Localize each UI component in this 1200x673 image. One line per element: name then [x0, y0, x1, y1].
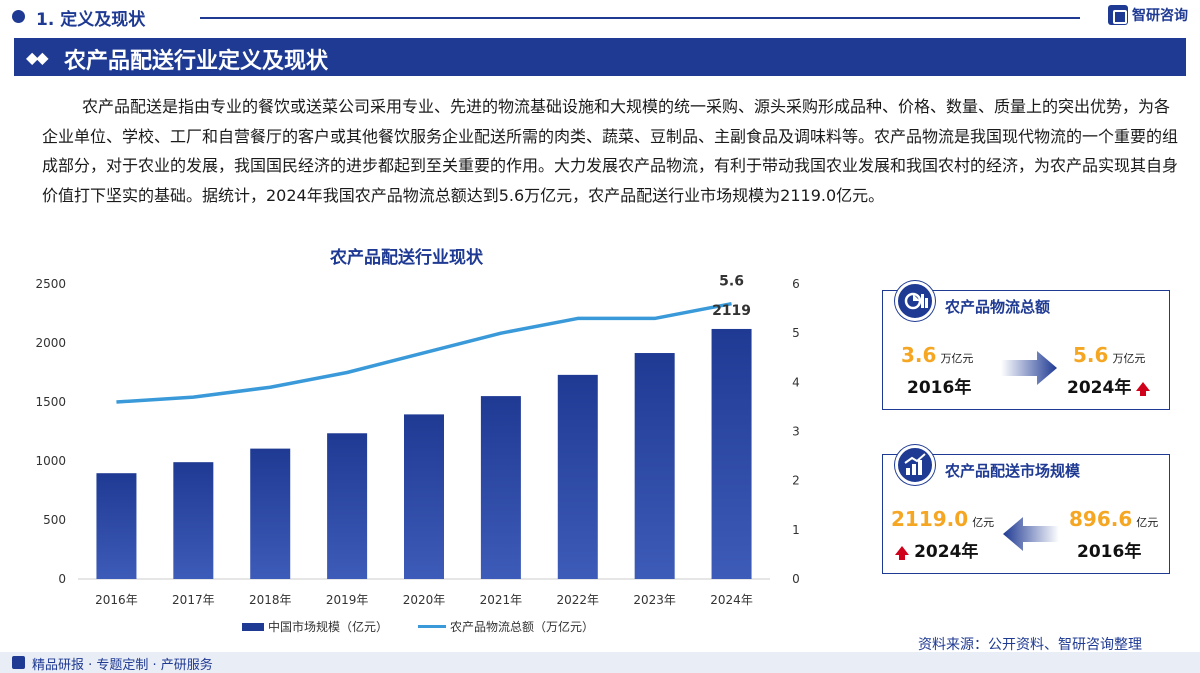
legend-line-label: 农产品物流总额（万亿元） — [450, 620, 595, 634]
from-value: 3.6 — [901, 343, 937, 367]
from-year: 2016年 — [907, 378, 972, 398]
x-tick-label: 2024年 — [710, 593, 753, 607]
x-tick-label: 2017年 — [172, 593, 215, 607]
chart-title: 农产品配送行业现状 — [330, 248, 483, 268]
section-title: 1. 定义及现状 — [36, 10, 146, 30]
x-tick-label: 2019年 — [326, 593, 369, 607]
y-left-tick-label: 2500 — [35, 277, 66, 291]
x-tick-label: 2016年 — [95, 593, 138, 607]
footer-bar: 精品研报 · 专题定制 · 产研服务 — [0, 652, 1200, 673]
y-right-tick-label: 3 — [792, 425, 800, 439]
from-value: 896.6 — [1069, 507, 1133, 531]
bar — [173, 462, 214, 579]
bar-data-label: 2119 — [712, 303, 751, 319]
to-year: 2024年 — [1067, 378, 1132, 398]
bar — [250, 448, 291, 579]
y-left-tick-label: 500 — [43, 513, 66, 527]
intro-paragraph: 农产品配送是指由专业的餐饮或送菜公司采用专业、先进的物流基础设施和大规模的统一采… — [42, 97, 1179, 205]
pie-chart-icon — [895, 281, 935, 321]
x-tick-label: 2020年 — [403, 593, 446, 607]
title-banner: ◆◆ 农产品配送行业定义及现状 — [14, 38, 1186, 76]
card-header: 农产品配送市场规模 — [883, 445, 1081, 485]
top-bar: 1. 定义及现状 智研咨询 — [0, 0, 1200, 34]
combo-chart: 0 500 1000 1500 2000 2500 0 1 2 3 4 5 6 2016年 2017年 201… — [35, 274, 800, 607]
x-tick-label: 2018年 — [249, 593, 292, 607]
bar — [557, 374, 598, 579]
x-tick-label: 2022年 — [557, 593, 600, 607]
section-bullet-icon — [12, 10, 25, 23]
y-right-tick-label: 1 — [792, 523, 800, 537]
up-arrow-icon — [1136, 382, 1151, 396]
footer-logo-icon — [12, 656, 25, 669]
to-value: 2119.0 — [891, 507, 969, 531]
y-right-tick-label: 2 — [792, 474, 800, 488]
chart-legend: 中国市场规模（亿元） 农产品物流总额（万亿元） — [242, 618, 594, 635]
bar — [96, 473, 137, 579]
to-value: 5.6 — [1073, 343, 1109, 367]
bar — [404, 414, 444, 579]
y-right-tick-label: 0 — [792, 572, 800, 586]
arrow-right-icon — [1001, 351, 1057, 385]
brand-logo: 智研咨询 — [1108, 5, 1188, 25]
card-title: 农产品物流总额 — [945, 297, 1051, 316]
y-left-tick-label: 0 — [58, 572, 66, 586]
y-left-tick-label: 2000 — [35, 336, 66, 350]
bar — [711, 328, 752, 579]
data-source: 资料来源：公开资料、智研咨询整理 — [918, 637, 1142, 653]
x-tick-label: 2023年 — [633, 593, 676, 607]
legend-bar-label: 中国市场规模（亿元） — [268, 620, 389, 634]
logistics-total-card: 农产品物流总额 3.6 万亿元 2016年 5.6 万亿元 2024年 — [882, 281, 1170, 410]
card-title: 农产品配送市场规模 — [945, 461, 1081, 480]
brand-logo-icon — [1108, 5, 1128, 25]
legend-bar-swatch — [242, 622, 264, 631]
y-right-tick-label: 5 — [792, 326, 800, 340]
arrow-left-icon — [1003, 517, 1059, 551]
market-size-card: 农产品配送市场规模 2119.0 亿元 2024年 896.6 亿元 2016年 — [882, 445, 1170, 574]
card-header: 农产品物流总额 — [883, 281, 1051, 321]
to-unit: 亿元 — [972, 516, 995, 529]
to-unit: 万亿元 — [1112, 352, 1146, 365]
header-rule — [200, 17, 1080, 19]
from-unit: 万亿元 — [940, 352, 974, 365]
page-title: 农产品配送行业定义及现状 — [64, 49, 329, 74]
legend-line-swatch — [418, 625, 447, 628]
footer-text: 精品研报 · 专题定制 · 产研服务 — [32, 658, 213, 673]
y-right-tick-label: 6 — [792, 277, 800, 291]
from-unit: 亿元 — [1136, 516, 1159, 529]
brand-logo-text: 智研咨询 — [1132, 8, 1188, 24]
bar-chart-icon — [895, 445, 935, 485]
up-arrow-icon — [895, 546, 909, 560]
y-right-tick-label: 4 — [792, 375, 800, 389]
line-data-label: 5.6 — [719, 274, 744, 290]
x-tick-label: 2021年 — [480, 593, 523, 607]
to-year: 2024年 — [914, 542, 979, 562]
bar — [634, 353, 675, 579]
diamond-icon: ◆◆ — [26, 48, 49, 67]
y-left-tick-label: 1500 — [35, 395, 66, 409]
bar — [480, 396, 521, 579]
y-left-tick-label: 1000 — [35, 454, 66, 468]
bar — [327, 433, 368, 579]
from-year: 2016年 — [1077, 542, 1142, 562]
